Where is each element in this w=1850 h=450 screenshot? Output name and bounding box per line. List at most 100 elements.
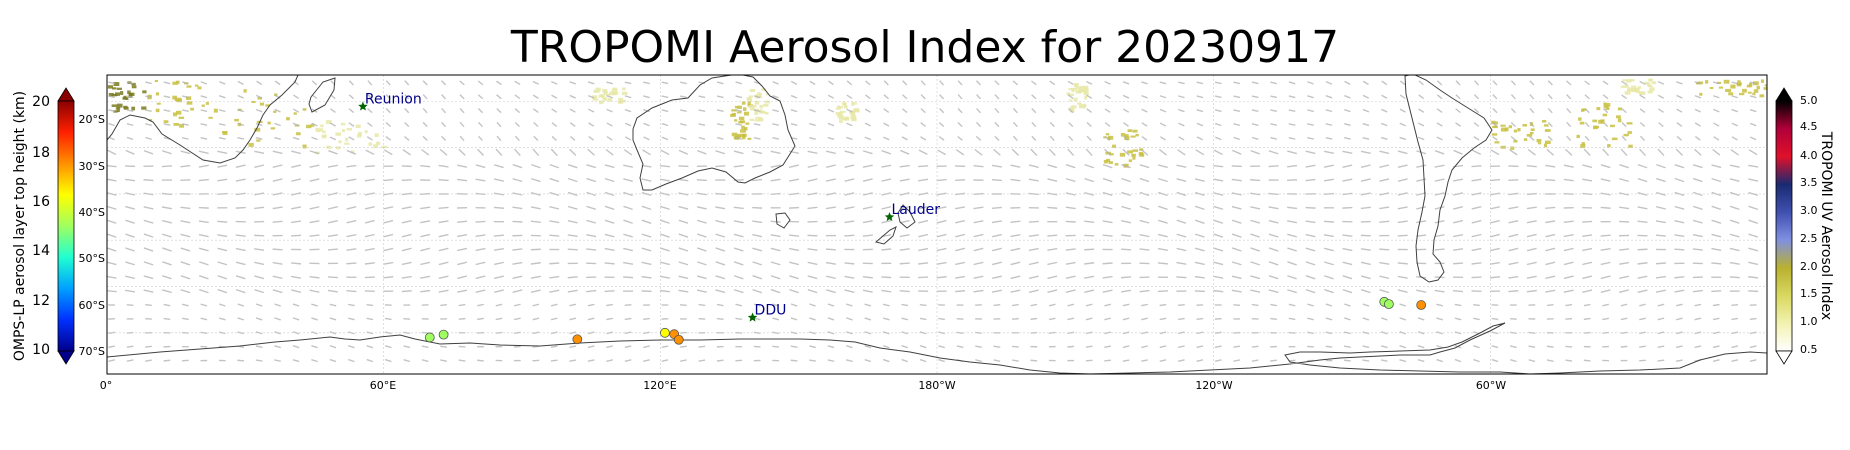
wind-arrow [107,233,117,238]
wind-arrow [1287,206,1298,210]
wind-arrow [346,164,357,168]
tasmania-coastline [775,212,791,229]
wind-arrow [1104,148,1112,156]
wind-arrow [1600,206,1611,209]
wind-arrow [586,219,597,224]
wind-arrow [420,164,431,168]
wind-arrow [422,135,428,141]
aerosol-pixel [1135,133,1139,137]
wind-arrow [1436,358,1443,363]
wind-arrow [180,233,191,238]
wind-arrow [1545,261,1556,266]
wind-arrow [254,150,265,154]
aerosol-pixel [1517,128,1521,132]
wind-arrow [735,109,743,113]
wind-arrow [1010,164,1021,168]
wind-arrow [680,109,687,113]
wind-arrow [457,178,468,182]
wind-arrow [367,94,373,100]
wind-arrow [1268,150,1279,155]
wind-arrow [919,317,927,321]
wind-arrow [991,233,1002,238]
wind-arrow [1528,345,1536,348]
wind-arrow [457,220,468,223]
omps-lp-points [424,296,1427,345]
wind-arrow [1065,206,1076,210]
wind-arrow [272,192,283,196]
aerosol-pixel [156,102,161,105]
wind-arrow [1141,359,1148,362]
wind-arrow [162,261,172,266]
aerosol-pixel [176,110,182,115]
wind-arrow [1582,289,1593,293]
wind-arrow [864,122,871,127]
wind-arrow [1268,261,1279,266]
aerosol-pixel [197,86,202,90]
wind-arrow [532,94,539,99]
aerosol-pixel [163,120,169,124]
wind-arrow [125,205,135,210]
wind-arrow [1121,219,1132,224]
wind-arrow [1489,276,1500,279]
wind-arrow [807,150,818,154]
wind-arrow [1711,247,1722,252]
wind-arrow [899,248,910,251]
south-america-coastline [1404,75,1493,283]
wind-arrow [440,359,447,362]
wind-arrow [1233,95,1241,99]
wind-arrow [293,94,300,100]
wind-arrow [1729,219,1740,224]
wind-arrow [107,219,117,224]
wind-arrow [1526,275,1537,279]
wind-arrow [145,81,152,85]
wind-arrow [180,220,191,224]
omps-aerosol-point [673,334,684,345]
wind-arrow [790,303,798,307]
station-star-icon [747,312,758,322]
aerosol-pixel [1543,124,1549,127]
wind-arrow [1491,358,1499,363]
wind-arrow [217,275,228,280]
wind-arrow [1639,108,1646,114]
wind-arrow [1711,164,1722,169]
wind-arrow [975,121,982,128]
wind-arrow [1268,192,1279,196]
new-zealand-south [874,226,897,245]
wind-arrow [993,359,1001,362]
aerosol-pixel [752,105,757,108]
right-cb-tick-1-5: 1.5 [1800,287,1818,300]
wind-arrow [404,108,410,114]
wind-arrow [900,149,910,155]
wind-arrow [1231,233,1242,238]
wind-arrow [1031,108,1037,114]
aerosol-pixel [1605,103,1611,107]
wind-arrow [1123,122,1129,127]
wind-arrow [623,205,633,211]
wind-arrow [1288,95,1296,99]
aerosol-pixel [1513,140,1518,143]
wind-arrow [475,275,486,280]
wind-arrow [752,164,763,168]
wind-arrow [421,359,429,363]
wind-arrow [1270,123,1277,126]
aerosol-pixel [326,145,331,149]
right-cb-tick-3-0: 3.0 [1800,204,1818,217]
wind-arrow [1121,164,1131,169]
wind-arrow [1139,219,1150,224]
wind-arrow [235,275,246,280]
wind-arrow [1582,220,1593,223]
wind-arrow [1655,205,1666,210]
wind-arrow [1749,122,1757,127]
wind-arrow [348,344,355,349]
wind-arrow [422,121,428,128]
wind-arrow [1381,80,1388,86]
wind-arrow [1028,247,1039,252]
wind-arrow [994,121,1000,128]
right-colorbar-bottom-extend [1775,350,1793,365]
wind-arrow [1637,275,1648,279]
wind-arrow [1508,219,1519,224]
wind-arrow [1104,122,1111,127]
wind-arrow [1030,317,1038,321]
wind-arrow [899,205,910,210]
